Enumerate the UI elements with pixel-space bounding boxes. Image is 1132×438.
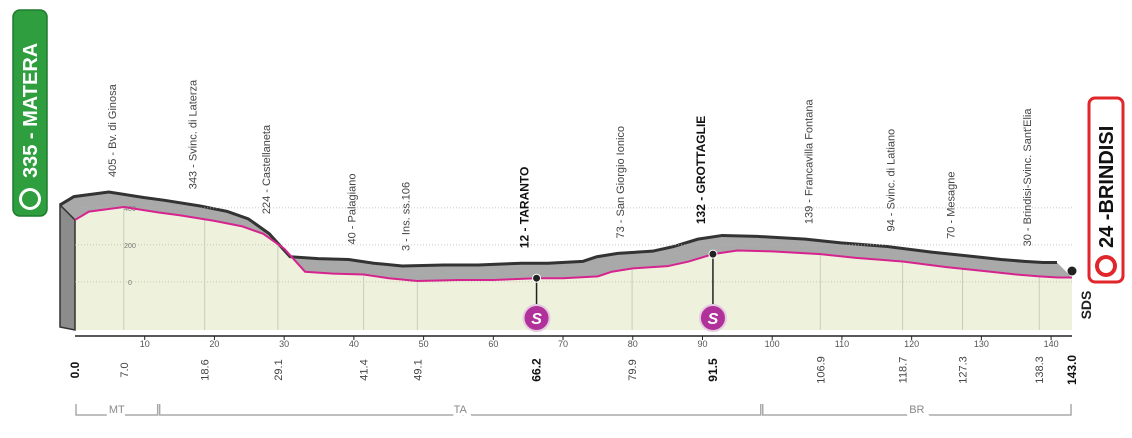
x-tick-label: 60 <box>488 339 498 349</box>
y-tick-label: 400 <box>124 206 136 213</box>
km-marker: 29.1 <box>273 359 285 380</box>
x-tick-label: 140 <box>1044 339 1059 349</box>
km-marker: 7.0 <box>119 362 131 377</box>
place-label: 73 - San Giorgio Ionico <box>615 126 627 239</box>
region-bracket <box>761 404 1072 416</box>
finish-dot <box>1067 266 1077 276</box>
finish-icon-inner <box>1099 259 1113 273</box>
y-tick-label: 0 <box>128 280 132 287</box>
place-label: 132 - GROTTAGLIE <box>694 116 708 224</box>
x-tick-label: 130 <box>974 339 989 349</box>
km-marker: 91.5 <box>706 358 720 382</box>
place-label: 3 - Ins. ss.106 <box>400 182 412 251</box>
region-label: BR <box>909 404 924 416</box>
x-tick-label: 120 <box>904 339 919 349</box>
sprint-badge <box>522 304 551 332</box>
region-bracket <box>158 404 762 416</box>
km-marker: 118.7 <box>898 357 910 384</box>
km-marker: 0.0 <box>68 361 82 378</box>
place-label: 224 - Castellaneta <box>261 124 273 214</box>
profile-fill <box>75 206 1072 330</box>
place-label: 94 - Svinc. di Latiano <box>886 129 898 232</box>
profile-band-edge <box>59 190 1057 268</box>
sprint-label: S <box>531 311 542 328</box>
y-tick-label: 200 <box>124 243 136 250</box>
start-icon-inner <box>22 191 38 207</box>
x-tick-label: 40 <box>349 339 359 349</box>
x-tick-label: 110 <box>835 339 849 349</box>
start-box <box>12 9 48 217</box>
finish-label: 24 -BRINDISI <box>1096 126 1118 248</box>
logo: SDS <box>1078 291 1094 320</box>
place-label: 343 - Svinc. di Laterza <box>188 79 200 189</box>
x-tick-label: 90 <box>697 339 707 349</box>
x-tick-label: 30 <box>279 339 289 349</box>
start-label: 335 - MATERA <box>20 43 42 178</box>
km-marker: 79.9 <box>627 359 639 380</box>
sprint-label: S <box>708 311 719 328</box>
km-marker: 106.9 <box>815 356 827 384</box>
x-tick-label: 50 <box>419 339 429 349</box>
km-marker: 127.3 <box>958 356 970 384</box>
x-tick-label: 10 <box>140 339 150 349</box>
region-label: TA <box>454 404 468 416</box>
region-bracket <box>75 404 159 416</box>
km-marker: 18.6 <box>200 359 212 380</box>
place-label: 139 - Francavilla Fontana <box>803 99 815 225</box>
profile-line <box>74 205 1072 282</box>
km-marker: 49.1 <box>412 359 424 380</box>
place-label: 30 - Brindisi-Svinc. Sant'Elia <box>1022 108 1034 247</box>
km-marker: 41.4 <box>359 359 371 380</box>
km-marker: 138.3 <box>1034 356 1046 384</box>
place-label: 70 - Mesagne <box>946 172 958 239</box>
place-label: 405 - Bv. di Ginosa <box>107 83 119 177</box>
profile-left-face <box>59 203 76 331</box>
x-tick-label: 70 <box>558 339 568 349</box>
sprint-badge <box>698 304 727 332</box>
km-marker: 143.0 <box>1065 355 1079 385</box>
x-tick-label: 20 <box>209 339 219 349</box>
finish-box <box>1087 96 1125 284</box>
x-tick-label: 100 <box>765 339 780 349</box>
sprint-dot <box>532 273 542 283</box>
km-marker: 66.2 <box>530 358 544 382</box>
place-label: 40 - Palagiano <box>347 174 359 245</box>
sprint-dot <box>708 249 718 259</box>
region-label: MT <box>109 404 125 416</box>
place-label: 12 - TARANTO <box>518 167 532 249</box>
x-tick-label: 80 <box>628 339 638 349</box>
